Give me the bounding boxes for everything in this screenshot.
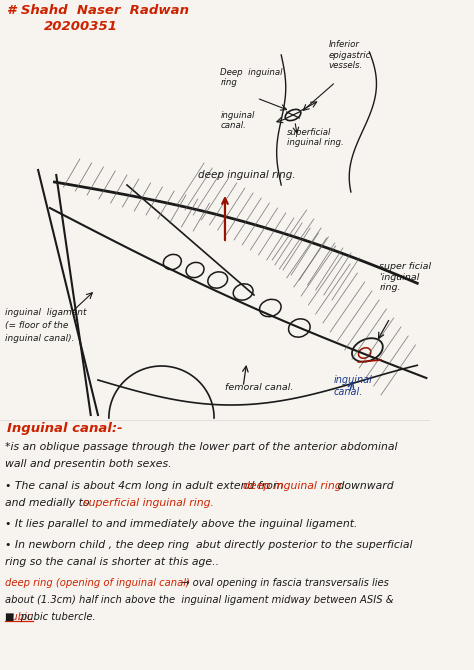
Text: wall and presentin both sexes.: wall and presentin both sexes. — [5, 459, 171, 469]
Text: superficial inguinal ring.: superficial inguinal ring. — [82, 498, 214, 508]
Text: inguinal
canal.: inguinal canal. — [220, 111, 255, 130]
Text: • It lies parallel to and immediately above the inguinal ligament.: • It lies parallel to and immediately ab… — [5, 519, 357, 529]
Text: *is an oblique passage through the lower part of the anterior abdominal: *is an oblique passage through the lower… — [5, 442, 397, 452]
Text: • In newborn child , the deep ring  abut directly posterior to the superficial: • In newborn child , the deep ring abut … — [5, 540, 412, 550]
Text: Deep  inguinal
ring: Deep inguinal ring — [220, 68, 283, 87]
Text: deep inguinal ring.: deep inguinal ring. — [198, 170, 295, 180]
Text: femoral canal.: femoral canal. — [225, 383, 293, 392]
Text: ring so the canal is shorter at this age..: ring so the canal is shorter at this age… — [5, 557, 219, 567]
Text: deep inguinal ring: deep inguinal ring — [243, 481, 342, 491]
Text: inguinal  ligament: inguinal ligament — [5, 308, 86, 317]
Text: super ficial
'inguinal
ring.: super ficial 'inguinal ring. — [379, 262, 431, 292]
Text: ■  pubic tubercle.: ■ pubic tubercle. — [5, 612, 95, 622]
Text: superficial
inguinal ring.: superficial inguinal ring. — [287, 127, 343, 147]
Text: deep ring (opening of inguinal canal): deep ring (opening of inguinal canal) — [5, 578, 190, 588]
Text: Inguinal canal:-: Inguinal canal:- — [7, 422, 123, 435]
Text: inguinal
canal.: inguinal canal. — [334, 375, 373, 397]
Text: # Shahd  Naser  Radwan: # Shahd Naser Radwan — [7, 4, 189, 17]
Text: → oval opening in fascia transversalis lies: → oval opening in fascia transversalis l… — [178, 578, 389, 588]
Text: downward: downward — [334, 481, 393, 491]
Text: and medially to: and medially to — [5, 498, 92, 508]
Text: inguinal canal).: inguinal canal). — [5, 334, 74, 343]
Text: Inferior
epigastric
vessels.: Inferior epigastric vessels. — [328, 40, 371, 70]
Text: (= floor of the: (= floor of the — [5, 321, 68, 330]
Text: pubic: pubic — [5, 612, 32, 622]
Text: about (1.3cm) half inch above the  inguinal ligament midway between ASIS &: about (1.3cm) half inch above the inguin… — [5, 595, 393, 605]
Text: 20200351: 20200351 — [44, 20, 118, 33]
Text: • The canal is about 4cm long in adult extend from: • The canal is about 4cm long in adult e… — [5, 481, 287, 491]
